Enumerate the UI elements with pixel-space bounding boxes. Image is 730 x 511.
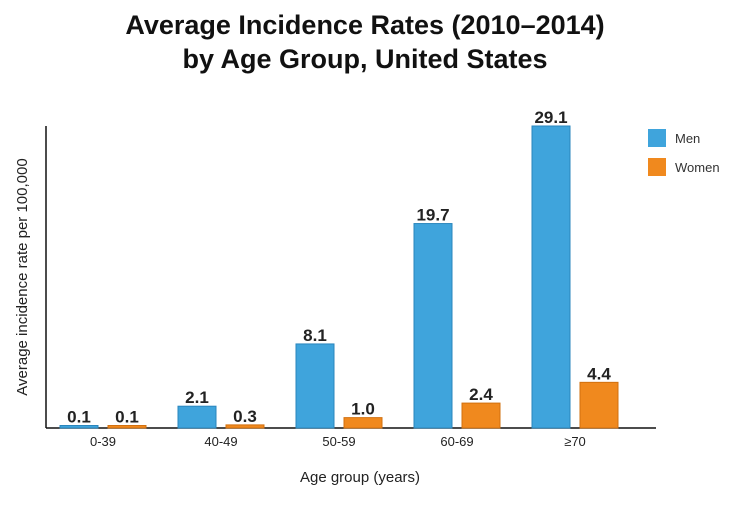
chart-title-line-1: Average Incidence Rates (2010–2014) [125,10,605,40]
x-tick-label-3: 60-69 [440,434,473,449]
x-tick-label-2: 50-59 [322,434,355,449]
chart-title-line-2: by Age Group, United States [182,44,548,74]
bar-men-0 [59,425,99,429]
value-label-men-1: 2.1 [185,388,209,407]
value-label-men-2: 8.1 [303,326,327,345]
bar-women-0 [107,425,147,429]
legend: Men Women [648,129,720,176]
bar-women-1 [225,424,265,429]
value-label-women-1: 0.3 [233,407,257,426]
value-label-men-4: 29.1 [534,108,567,127]
value-label-women-3: 2.4 [469,385,493,404]
y-axis-label: Average incidence rate per 100,000 [14,158,31,395]
value-label-women-2: 1.0 [351,400,375,419]
bar-men-4 [531,125,571,429]
chart-title: Average Incidence Rates (2010–2014) by A… [0,8,730,76]
value-label-women-4: 4.4 [587,364,611,383]
bar-women-3 [461,402,501,429]
legend-swatch-women [648,158,666,176]
x-tick-label-1: 40-49 [204,434,237,449]
bar-men-3 [413,223,453,429]
value-label-men-0: 0.1 [67,408,91,427]
value-label-men-3: 19.7 [416,206,449,225]
x-tick-label-0: 0-39 [90,434,116,449]
bar-men-2 [295,343,335,429]
legend-swatch-men [648,129,666,147]
value-label-women-0: 0.1 [115,408,139,427]
bar-men-1 [177,405,217,429]
x-tick-labels: 0-39 40-49 50-59 60-69 ≥70 [90,434,586,449]
bar-women-2 [343,417,383,429]
x-axis-label: Age group (years) [300,469,420,486]
legend-label-men: Men [675,131,700,146]
x-tick-label-4: ≥70 [564,434,586,449]
legend-label-women: Women [675,160,720,175]
bar-women-4 [579,381,619,429]
bars-group: 0.1 0.1 2.1 0.3 8.1 1.0 19.7 2.4 29.1 4.4 [59,108,619,429]
